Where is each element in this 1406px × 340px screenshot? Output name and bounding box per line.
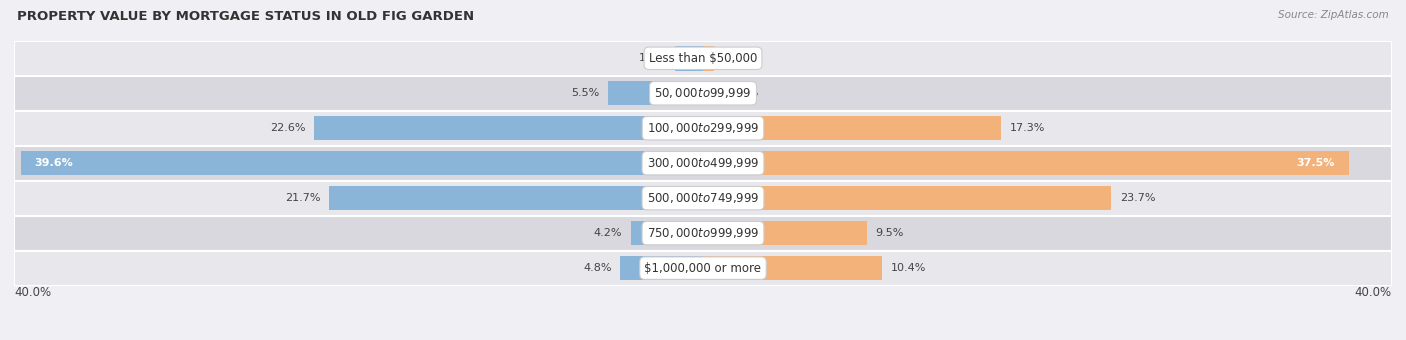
Text: 5.5%: 5.5% [571, 88, 599, 98]
Bar [14, 216, 1392, 251]
Bar [631, 221, 703, 245]
Bar [14, 41, 1392, 76]
Bar [314, 116, 703, 140]
Text: 39.6%: 39.6% [35, 158, 73, 168]
Text: Source: ZipAtlas.com: Source: ZipAtlas.com [1278, 10, 1389, 20]
Text: 0.62%: 0.62% [723, 53, 758, 63]
Bar [329, 186, 703, 210]
Text: Less than $50,000: Less than $50,000 [648, 52, 758, 65]
Text: 22.6%: 22.6% [270, 123, 305, 133]
Text: 1.1%: 1.1% [731, 88, 759, 98]
Text: 40.0%: 40.0% [14, 286, 51, 299]
Bar [14, 111, 1392, 146]
Bar [703, 116, 1001, 140]
Text: $750,000 to $999,999: $750,000 to $999,999 [647, 226, 759, 240]
Text: 23.7%: 23.7% [1119, 193, 1156, 203]
Text: $50,000 to $99,999: $50,000 to $99,999 [654, 86, 752, 100]
Bar [703, 221, 866, 245]
Bar [609, 81, 703, 105]
Text: 9.5%: 9.5% [875, 228, 904, 238]
Bar [21, 151, 703, 175]
Text: 4.2%: 4.2% [593, 228, 621, 238]
Text: $300,000 to $499,999: $300,000 to $499,999 [647, 156, 759, 170]
Text: 17.3%: 17.3% [1010, 123, 1045, 133]
Bar [703, 81, 721, 105]
Bar [14, 181, 1392, 216]
Bar [14, 251, 1392, 286]
Bar [703, 151, 1348, 175]
Text: 10.4%: 10.4% [891, 263, 927, 273]
Bar [14, 76, 1392, 111]
Bar [703, 256, 882, 280]
Text: 21.7%: 21.7% [285, 193, 321, 203]
Text: $1,000,000 or more: $1,000,000 or more [644, 261, 762, 275]
Bar [703, 46, 714, 70]
Bar [703, 186, 1111, 210]
Text: 40.0%: 40.0% [1355, 286, 1392, 299]
Text: 4.8%: 4.8% [583, 263, 612, 273]
Bar [14, 146, 1392, 181]
Text: $500,000 to $749,999: $500,000 to $749,999 [647, 191, 759, 205]
Text: 37.5%: 37.5% [1296, 158, 1336, 168]
Text: PROPERTY VALUE BY MORTGAGE STATUS IN OLD FIG GARDEN: PROPERTY VALUE BY MORTGAGE STATUS IN OLD… [17, 10, 474, 23]
Bar [620, 256, 703, 280]
Text: $100,000 to $299,999: $100,000 to $299,999 [647, 121, 759, 135]
Bar [675, 46, 703, 70]
Text: 1.6%: 1.6% [638, 53, 666, 63]
